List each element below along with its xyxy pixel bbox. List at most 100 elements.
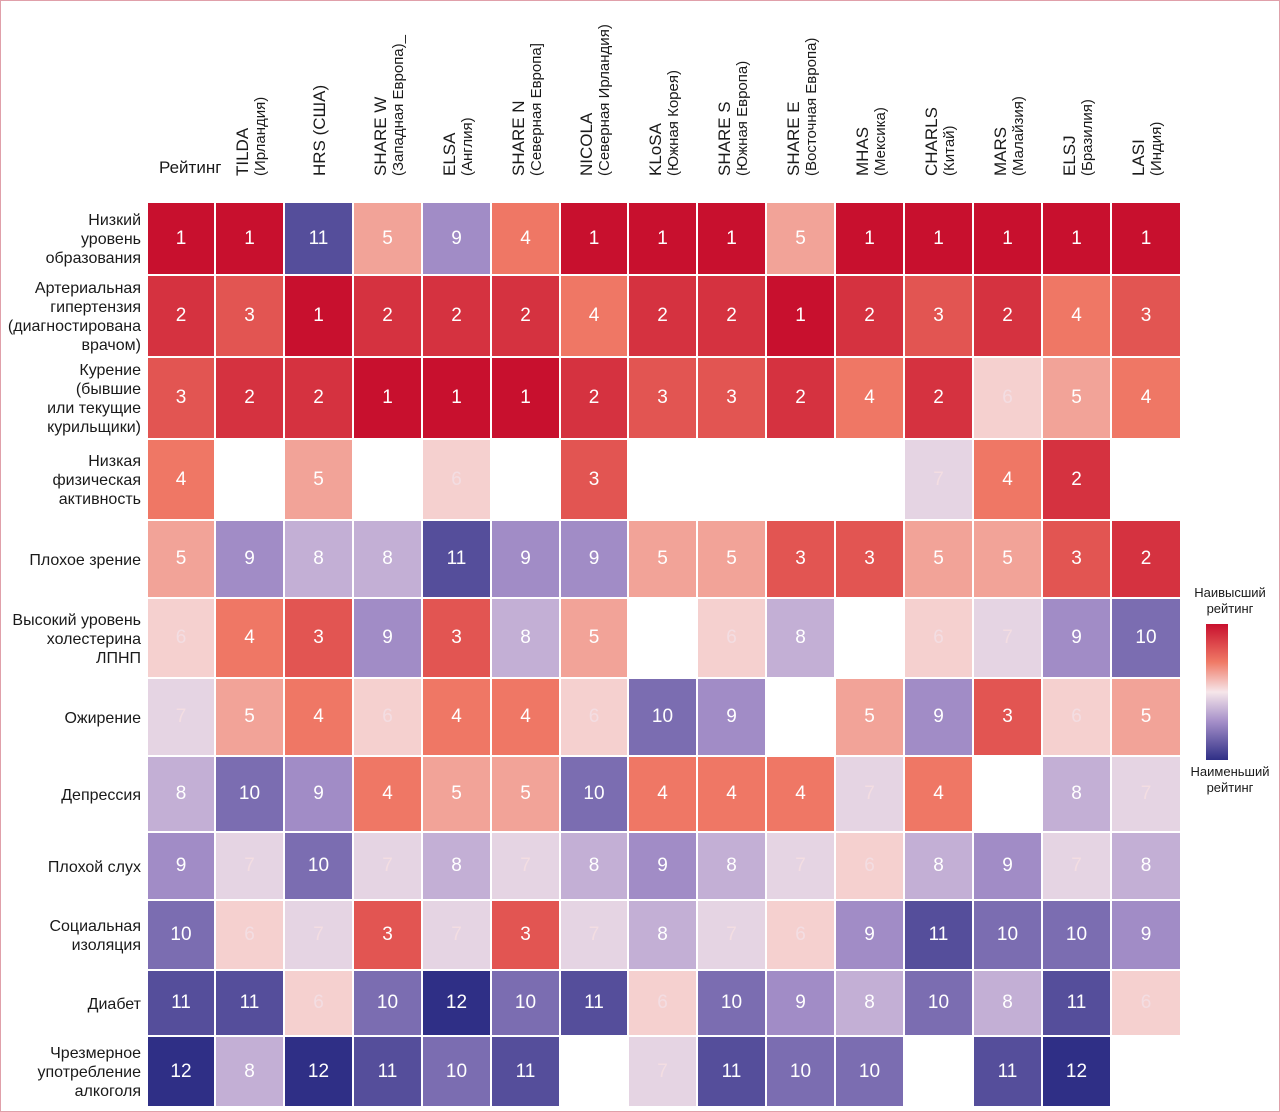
cell-value: 1 — [726, 227, 737, 249]
cell-value: 1 — [795, 305, 806, 326]
cell-value: 11 — [171, 992, 191, 1013]
heatmap-cell — [492, 440, 561, 521]
cell-value: 10 — [514, 992, 537, 1013]
column-header-name: NICOLA — [577, 112, 596, 176]
legend-color-bar — [1206, 624, 1228, 760]
heatmap-cell: 11 — [905, 901, 974, 971]
cell-value: 4 — [864, 387, 875, 408]
column-header: SHARE E (Восточная Европа) — [767, 0, 836, 180]
heatmap-cell: 10 — [698, 971, 767, 1037]
row-label-text: Плохой слух — [47, 858, 141, 876]
column-header-text: SHARE E (Восточная Европа) — [784, 38, 820, 176]
column-header-text: HRS (США) — [310, 85, 329, 176]
row-label-text: Низкий уровень образования — [45, 212, 141, 267]
heatmap-cell: 3 — [836, 521, 905, 599]
heatmap-cell: 11 — [698, 1037, 767, 1108]
heatmap-cell: 8 — [423, 833, 492, 901]
heatmap-cell: 9 — [905, 679, 974, 757]
heatmap-cell: 5 — [974, 521, 1043, 599]
cell-value: 3 — [726, 387, 737, 408]
cell-value: 7 — [864, 783, 875, 804]
cell-value: 5 — [933, 548, 944, 569]
heatmap-cell: 4 — [561, 276, 629, 358]
heatmap-cell — [767, 440, 836, 521]
column-header: SHARE N (Северная Европа] — [492, 0, 561, 180]
heatmap-cell: 6 — [216, 901, 285, 971]
rank-column-header: Рейтинг — [159, 158, 222, 177]
cell-value: 7 — [520, 855, 531, 876]
heatmap-cell: 7 — [974, 599, 1043, 679]
heatmap-cell: 3 — [629, 358, 698, 440]
heatmap-cell: 2 — [561, 358, 629, 440]
heatmap-cell — [629, 440, 698, 521]
cell-value: 2 — [175, 305, 187, 326]
cell-value: 4 — [1002, 468, 1013, 490]
column-header-region: (Восточная Европа) — [802, 37, 820, 176]
cell-value: 8 — [726, 855, 737, 876]
heatmap-cell: 2 — [216, 358, 285, 440]
cell-value: 4 — [313, 706, 324, 727]
cell-value: 10 — [376, 992, 399, 1013]
cell-value: 1 — [657, 227, 668, 249]
heatmap-cell: 2 — [285, 358, 354, 440]
column-header-name: SHARE W — [370, 96, 390, 176]
column-header-region: (Бразилия) — [1078, 99, 1096, 176]
heatmap-cell: 5 — [1112, 679, 1182, 757]
cell-value: 11 — [1066, 992, 1087, 1013]
cell-value: 1 — [864, 227, 875, 249]
heatmap-cell: 10 — [423, 1037, 492, 1108]
heatmap-cell: 1 — [561, 203, 629, 276]
cell-value: 3 — [1140, 305, 1152, 326]
cell-value: 7 — [382, 855, 393, 876]
cell-value: 7 — [726, 924, 737, 945]
heatmap-cell: 7 — [561, 901, 629, 971]
cell-value: 4 — [244, 627, 255, 648]
cell-value: 7 — [1002, 627, 1013, 648]
column-header-name: KLoSA — [645, 123, 665, 176]
heatmap-cell: 6 — [905, 599, 974, 679]
heatmap-cell: 2 — [629, 276, 698, 358]
cell-value: 9 — [451, 227, 462, 249]
heatmap-cell: 3 — [285, 599, 354, 679]
heatmap-cell: 6 — [698, 599, 767, 679]
heatmap-cell: 11 — [974, 1037, 1043, 1108]
heatmap-cell: 7 — [767, 833, 836, 901]
row-label: Ожирение — [0, 679, 141, 757]
heatmap-cell: 11 — [492, 1037, 561, 1108]
column-header: MARS (Малайзия) — [974, 0, 1043, 180]
heatmap-cell: 5 — [767, 203, 836, 276]
heatmap-cell: 8 — [285, 521, 354, 599]
heatmap-cell: 3 — [698, 358, 767, 440]
heatmap-cell: 11 — [216, 971, 285, 1037]
cell-value: 3 — [933, 305, 944, 326]
heatmap-cell: 3 — [767, 521, 836, 599]
cell-value: 6 — [451, 468, 462, 490]
cell-value: 1 — [451, 387, 462, 408]
row-label: Диабет — [0, 971, 141, 1037]
cell-value: 2 — [795, 387, 806, 408]
heatmap-cell: 5 — [629, 521, 698, 599]
cell-value: 1 — [175, 227, 187, 249]
heatmap-cell: 2 — [767, 358, 836, 440]
heatmap-cell — [561, 1037, 629, 1108]
column-header-text: SHARE W (Западная Европа)_ — [371, 35, 407, 176]
column-header-text: TILDA (Ирландия) — [233, 97, 269, 176]
cell-value: 7 — [657, 1060, 668, 1082]
heatmap-cell: 8 — [1043, 757, 1112, 833]
heatmap-cell — [974, 757, 1043, 833]
cell-value: 8 — [1071, 783, 1082, 804]
heatmap-cell: 12 — [285, 1037, 354, 1108]
cell-value: 5 — [657, 548, 668, 569]
heatmap-cell: 10 — [836, 1037, 905, 1108]
row-label-text: Диабет — [87, 995, 141, 1013]
heatmap-cell: 2 — [905, 358, 974, 440]
cell-value: 8 — [244, 1060, 255, 1082]
heatmap-cell: 7 — [905, 440, 974, 521]
heatmap-cell: 8 — [1112, 833, 1182, 901]
heatmap-cell: 1 — [216, 203, 285, 276]
heatmap-cell — [698, 440, 767, 521]
row-label: Плохой слух — [0, 833, 141, 901]
heatmap-cell: 1 — [629, 203, 698, 276]
cell-value: 10 — [583, 783, 605, 804]
heatmap-cell — [836, 440, 905, 521]
